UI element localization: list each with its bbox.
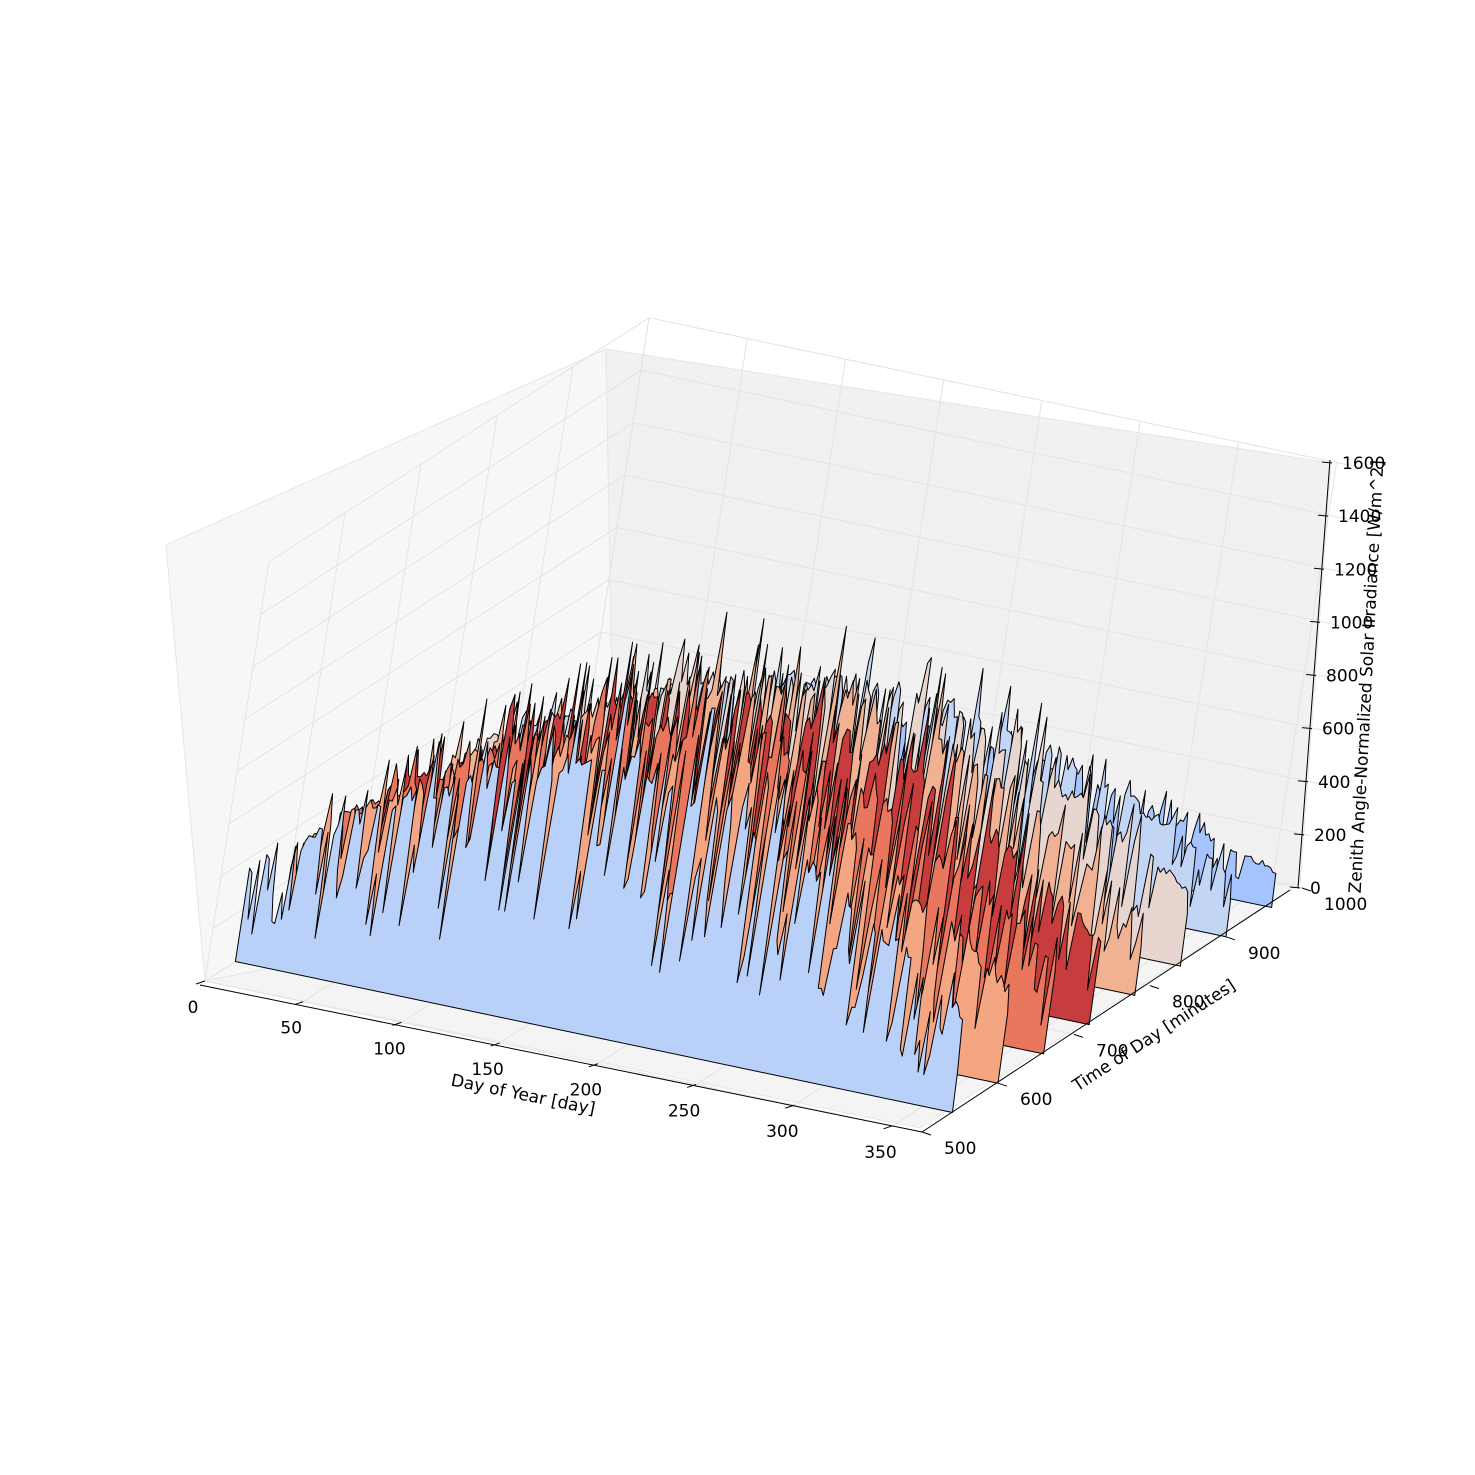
x-tick-label: 200 (570, 1081, 602, 1101)
y-tick-labels: 500 600 700 800 900 1000 (921, 887, 1367, 1159)
y-tick-label: 1000 (1324, 895, 1367, 915)
x-tick (785, 1104, 795, 1109)
y-tick (1073, 1033, 1084, 1038)
z-tick (1321, 461, 1333, 464)
z-tick-label: 200 (1314, 826, 1346, 846)
x-tick (195, 980, 206, 985)
y-tick-label: 700 (1096, 1041, 1128, 1061)
x-tick (588, 1063, 599, 1068)
y-tick-label: 600 (1020, 1090, 1052, 1110)
x-axis-label: Day of Year [day] (449, 1071, 597, 1120)
x-tick-label: 100 (373, 1039, 405, 1059)
y-tick (1301, 887, 1312, 892)
z-tick-labels: 0 200 400 600 800 1000 1200 1400 1600 (1289, 454, 1385, 899)
z-tick (1317, 514, 1329, 517)
z-tick-label: 1000 (1330, 613, 1373, 633)
z-tick (1309, 620, 1321, 623)
grid-line-z (252, 422, 1351, 668)
y-tick-label: 500 (944, 1139, 976, 1159)
x-tick-labels: 0 50 100 150 200 250 300 350 (188, 980, 897, 1163)
z-tick-label: 1200 (1334, 560, 1377, 580)
surface-ridge-540 (234, 677, 964, 1113)
z-tick-label: 400 (1318, 773, 1350, 793)
z-tick-label: 800 (1326, 667, 1358, 687)
z-tick (1313, 567, 1325, 570)
y-tick (1149, 985, 1160, 990)
z-axis-line (1297, 459, 1331, 889)
y-tick-label: 800 (1172, 993, 1204, 1013)
z-tick-label: 1400 (1338, 507, 1381, 527)
x-tick (686, 1083, 697, 1088)
y-axis-line (921, 889, 1291, 1133)
x-tick-label: 0 (188, 998, 199, 1018)
x-tick-label: 150 (471, 1060, 503, 1080)
grid-line-z (268, 317, 1367, 563)
surface (234, 611, 1277, 1113)
z-tick (1289, 886, 1301, 889)
z-tick (1301, 727, 1313, 730)
grid-line-z (220, 631, 1319, 877)
x-tick-label: 350 (864, 1143, 896, 1163)
y-tick (997, 1082, 1008, 1087)
x-tick (490, 1042, 500, 1047)
x-tick-label: 300 (766, 1122, 798, 1142)
z-tick-label: 1600 (1342, 454, 1385, 474)
x-tick (294, 1001, 304, 1006)
grid-line-z (228, 579, 1327, 825)
x-tick (883, 1125, 893, 1130)
x-axis-line (199, 984, 923, 1133)
y-tick (1225, 936, 1236, 941)
x-tick-label: 250 (668, 1101, 700, 1121)
x-tick (392, 1021, 402, 1026)
z-tick (1297, 780, 1309, 783)
grid-line-z (244, 474, 1343, 720)
x-tick-label: 50 (280, 1019, 302, 1039)
z-tick (1305, 674, 1317, 676)
y-tick-label: 900 (1248, 944, 1280, 964)
axis-lines (199, 459, 1331, 1133)
y-tick (921, 1131, 932, 1136)
z-tick-label: 600 (1322, 720, 1354, 740)
z-tick (1293, 833, 1305, 836)
grid-line-z (260, 369, 1359, 615)
z-tick-label: 0 (1310, 879, 1321, 899)
grid-line-z (236, 526, 1335, 772)
